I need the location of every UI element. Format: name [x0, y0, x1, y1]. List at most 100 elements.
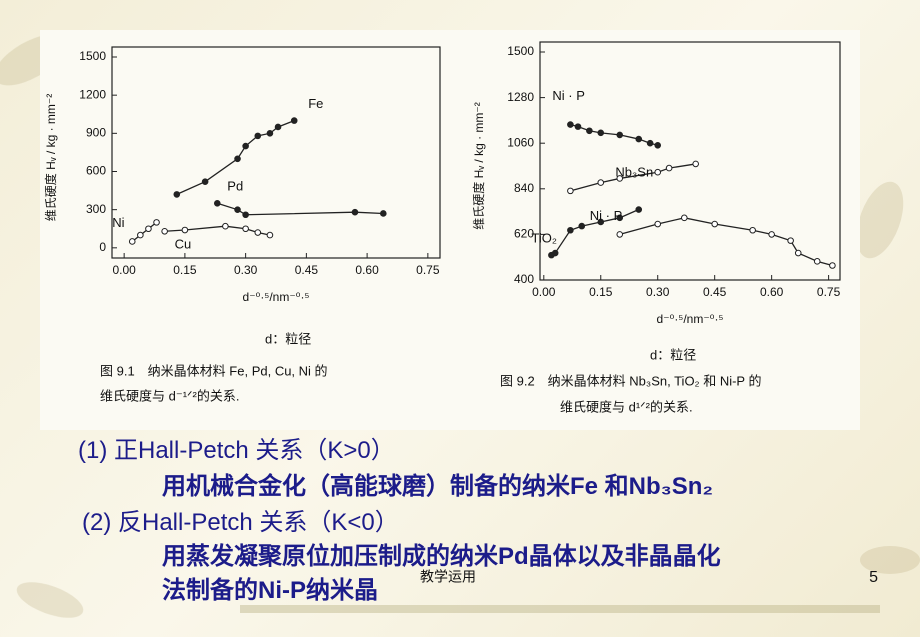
data-point — [173, 191, 181, 198]
series-label: Ni · P — [590, 208, 623, 223]
data-point — [181, 226, 189, 234]
data-point — [597, 129, 605, 137]
y-axis-label: 维氏硬度 Hᵥ / kg · mm⁻² — [43, 94, 58, 222]
data-point — [567, 226, 574, 234]
body-text: 法制备的Ni-P纳米晶 — [162, 577, 378, 604]
data-point — [274, 123, 282, 131]
data-point — [242, 225, 249, 233]
data-point — [254, 229, 262, 236]
data-point — [266, 130, 274, 137]
caption: d：粒径 — [265, 331, 311, 346]
x-tick-label: 0.60 — [355, 263, 379, 277]
y-tick-label: 300 — [86, 202, 106, 216]
data-point — [574, 123, 582, 130]
caption: 维氏硬度与 d¹ᐟ²的关系. — [560, 399, 693, 414]
data-point — [665, 164, 673, 172]
data-point — [242, 142, 249, 150]
x-tick-label: 0.60 — [760, 285, 784, 299]
data-point — [153, 219, 160, 226]
x-axis-label: d⁻⁰·⁵/nm⁻⁰·⁵ — [657, 312, 724, 326]
data-point — [567, 121, 574, 128]
x-axis-label: d⁻⁰·⁵/nm⁻⁰·⁵ — [243, 290, 310, 304]
data-point — [616, 214, 624, 222]
y-tick-label: 620 — [514, 227, 534, 241]
caption: 图 9.1 纳米晶体材料 Fe, Pd, Cu, Ni 的 — [100, 363, 328, 378]
caption: 图 9.2 纳米晶体材料 Nb₃Sn, TiO₂ 和 Ni-P 的 — [500, 373, 761, 388]
y-tick-label: 0 — [99, 240, 106, 254]
y-tick-label: 840 — [514, 181, 534, 195]
data-point — [567, 187, 574, 195]
data-point — [768, 231, 775, 238]
plot-frame — [539, 41, 841, 281]
data-point — [692, 160, 699, 168]
data-point — [201, 178, 209, 185]
data-point — [635, 135, 643, 143]
series-line — [131, 221, 157, 242]
body-text: (2) 反Hall-Petch 关系（K<0） — [82, 509, 399, 536]
data-point — [161, 227, 168, 235]
data-point — [813, 258, 821, 265]
y-axis-label: 维氏硬度 Hᵥ / kg · mm⁻² — [471, 102, 486, 230]
data-point — [597, 218, 605, 226]
x-tick-label: 0.30 — [646, 285, 670, 299]
y-tick-label: 1280 — [507, 90, 534, 104]
series-label: Ni — [112, 215, 124, 230]
page-number: 5 — [869, 569, 878, 586]
data-point — [290, 117, 298, 124]
data-point — [749, 226, 756, 234]
data-point — [681, 214, 688, 222]
y-tick-label: 1500 — [79, 49, 106, 63]
series-label: Cu — [175, 237, 192, 252]
data-point — [616, 231, 624, 238]
data-point — [616, 175, 624, 182]
data-point — [351, 208, 359, 216]
body-text: 用蒸发凝聚原位加压制成的纳米Pd晶体以及非晶晶化 — [162, 543, 721, 570]
plot-frame — [111, 46, 441, 259]
data-point — [234, 155, 241, 163]
x-tick-label: 0.45 — [295, 263, 319, 277]
data-point — [787, 237, 794, 244]
caption: 维氏硬度与 d⁻¹ᐟ²的关系. — [100, 388, 239, 403]
watermark: 教学运用 — [420, 569, 476, 585]
y-tick-label: 1200 — [79, 87, 106, 101]
x-tick-label: 0.75 — [416, 263, 440, 277]
figure-bg — [460, 30, 860, 430]
series-label: Pd — [227, 179, 243, 194]
x-tick-label: 0.45 — [703, 285, 727, 299]
body-text: (1) 正Hall-Petch 关系（K>0） — [78, 437, 395, 464]
x-tick-label: 0.00 — [112, 263, 136, 277]
data-point — [829, 262, 836, 269]
data-point — [711, 220, 718, 228]
data-point — [254, 132, 262, 140]
x-tick-label: 0.75 — [817, 285, 841, 299]
data-point — [551, 249, 559, 257]
data-point — [794, 249, 802, 257]
y-tick-label: 900 — [86, 126, 106, 140]
data-point — [654, 141, 662, 149]
data-point — [616, 131, 624, 139]
data-point — [234, 206, 241, 213]
data-point — [597, 179, 605, 186]
series-line — [619, 217, 833, 267]
x-tick-label: 0.15 — [173, 263, 197, 277]
data-point — [128, 238, 136, 245]
series-label: TiO₂ — [531, 231, 557, 246]
data-point — [222, 222, 229, 230]
data-point — [646, 139, 654, 147]
data-point — [654, 168, 662, 176]
x-tick-label: 0.15 — [589, 285, 613, 299]
series-line — [570, 163, 696, 192]
data-point — [578, 222, 586, 230]
footer-bar — [240, 605, 880, 613]
y-tick-label: 400 — [514, 272, 534, 286]
data-point — [586, 127, 593, 135]
data-point — [242, 211, 249, 219]
y-tick-label: 1500 — [507, 44, 534, 58]
data-point — [145, 225, 152, 233]
x-tick-label: 0.30 — [234, 263, 258, 277]
series-label: Ni · P — [552, 88, 585, 103]
data-point — [137, 231, 144, 239]
data-point — [213, 199, 221, 207]
